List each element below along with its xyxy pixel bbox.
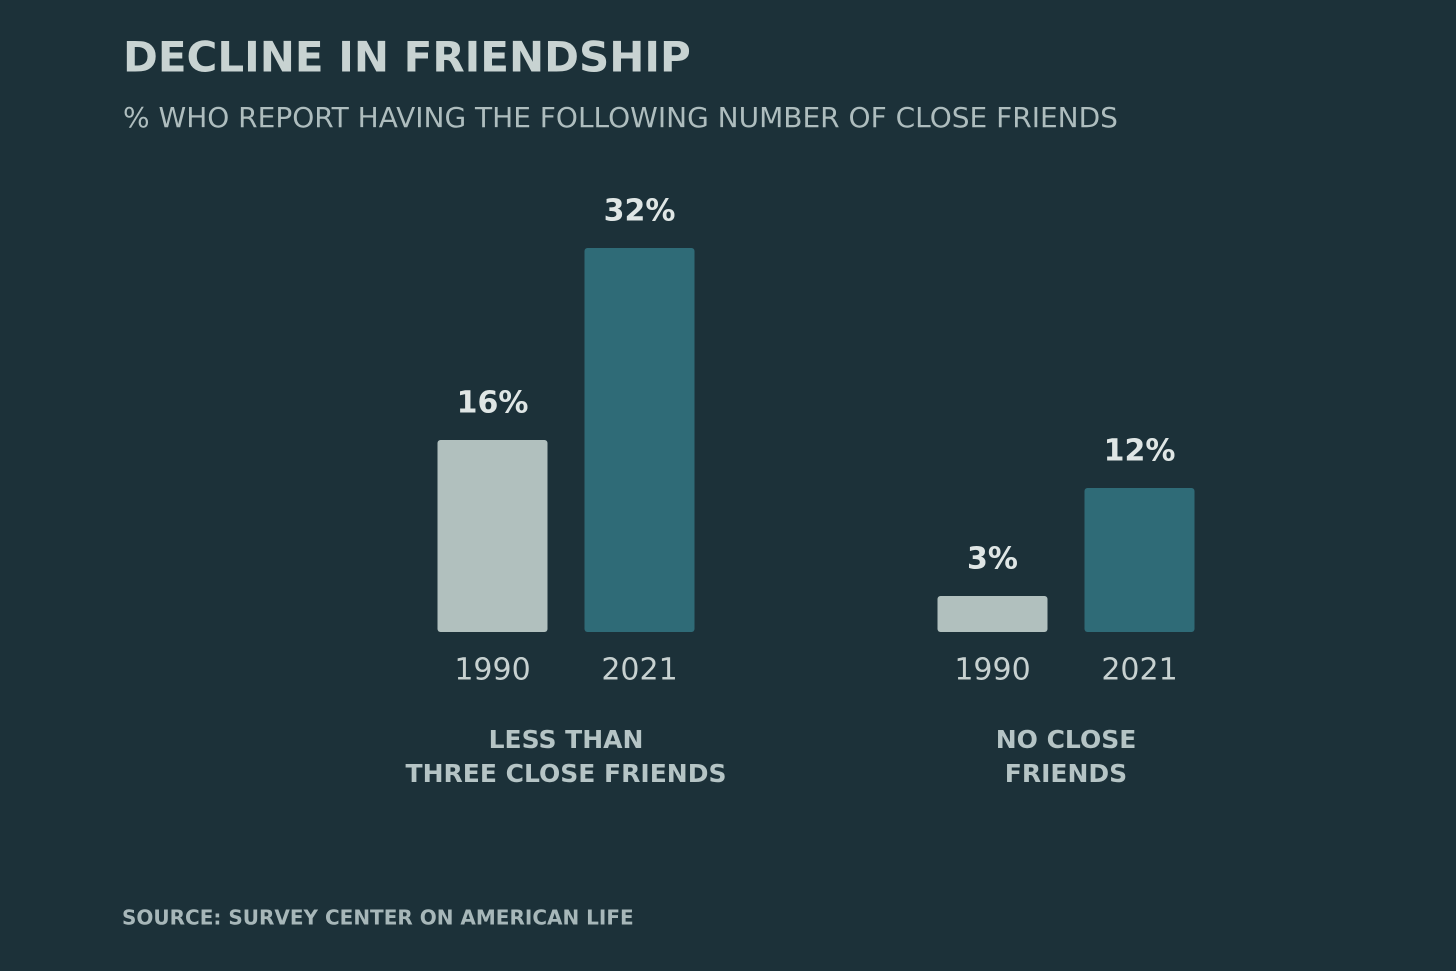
x-tick-label: 2021 bbox=[1101, 653, 1177, 688]
value-label: 12% bbox=[1104, 434, 1176, 469]
chart-subtitle: % WHO REPORT HAVING THE FOLLOWING NUMBER… bbox=[123, 101, 1118, 134]
value-label: 16% bbox=[457, 386, 529, 421]
x-tick-label: 1990 bbox=[454, 653, 530, 688]
bar bbox=[1084, 488, 1195, 632]
bar bbox=[437, 440, 548, 632]
value-label: 32% bbox=[604, 194, 676, 229]
source-note: SOURCE: SURVEY CENTER ON AMERICAN LIFE bbox=[122, 906, 634, 930]
category-label: NO CLOSE bbox=[996, 725, 1137, 754]
value-label: 3% bbox=[967, 542, 1018, 577]
x-tick-label: 2021 bbox=[601, 653, 677, 688]
x-tick-label: 1990 bbox=[954, 653, 1030, 688]
category-label: LESS THAN bbox=[489, 725, 644, 754]
chart-title: DECLINE IN FRIENDSHIP bbox=[123, 33, 691, 82]
bar bbox=[937, 596, 1048, 632]
category-label: THREE CLOSE FRIENDS bbox=[406, 759, 727, 788]
bar bbox=[584, 248, 695, 632]
category-label: FRIENDS bbox=[1005, 759, 1127, 788]
